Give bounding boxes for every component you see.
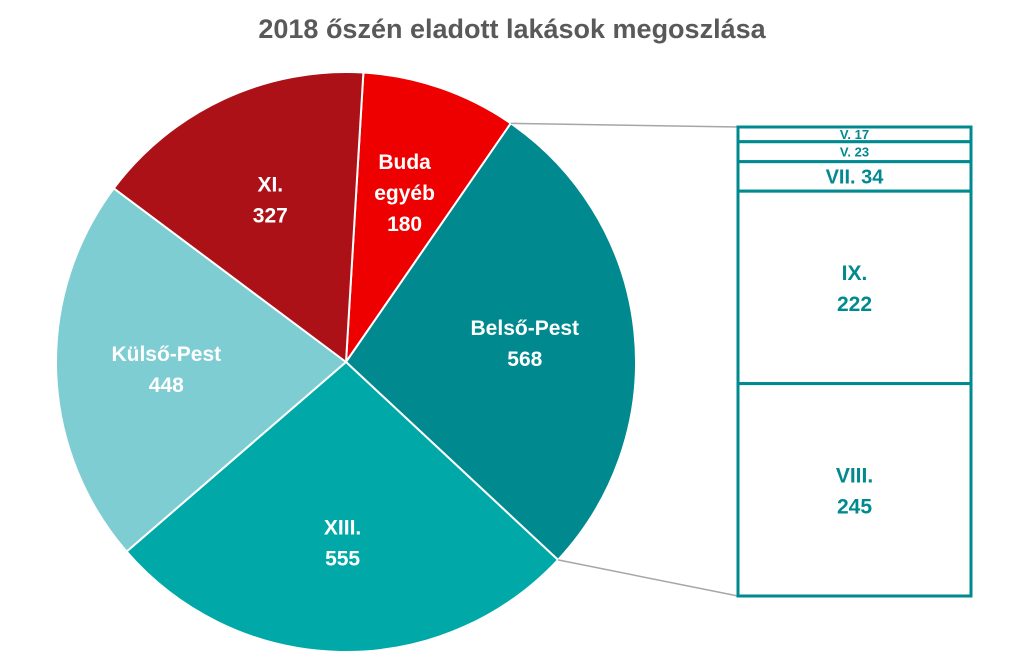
pie-label-text: Buda xyxy=(378,151,431,174)
pie-label-text: XIII. xyxy=(324,516,361,539)
bar-segment-viii-4 xyxy=(736,382,973,598)
bar-segment-vii-2 xyxy=(736,160,973,193)
bar-label-value: 245 xyxy=(837,495,872,518)
pie-label-value: 555 xyxy=(325,547,360,570)
bar-label-text: IX. xyxy=(842,262,868,285)
pie-slice-xiii xyxy=(125,360,560,653)
bar-group: V. 17 V. 23 VII. 34 IX. 222 VIII. 245 xyxy=(736,125,973,598)
pie-slice-kulso-pest xyxy=(55,186,348,554)
pie-slice-buda-egyeb xyxy=(344,71,513,366)
bar-label-v-0: V. 17 xyxy=(840,127,869,142)
pie-label-text: egyéb xyxy=(374,182,435,205)
pie-label-value: 327 xyxy=(253,204,288,227)
pie-label-text: Külső-Pest xyxy=(111,343,221,366)
connector-line-top xyxy=(510,122,739,128)
bar-label-v-1: V. 23 xyxy=(840,144,869,159)
bar-label-value: 222 xyxy=(837,293,872,316)
pie-label-group: Buda egyéb 180 Belső-Pest 568 XIII. 555 Külső-P… xyxy=(111,151,579,570)
bar-label-text: VIII. xyxy=(836,464,873,487)
pie-label-text: Belső-Pest xyxy=(471,317,580,340)
pie-label-buda-egyeb: Buda egyéb 180 xyxy=(374,151,435,236)
pie-slice-xi xyxy=(112,71,365,364)
connector-line-bottom xyxy=(557,559,739,597)
pie-slice-belso-pest xyxy=(344,121,637,562)
pie-label-value: 180 xyxy=(387,213,422,236)
pie-label-value: 448 xyxy=(149,374,184,397)
bar-label-ix-3: IX. 222 xyxy=(837,262,872,316)
pie-label-xi: XI. 327 xyxy=(253,173,288,227)
pie-label-belso-pest: Belső-Pest 568 xyxy=(471,317,580,371)
pie-label-xiii: XIII. 555 xyxy=(324,516,361,570)
chart-title: 2018 őszén eladott lakások megoszlása xyxy=(258,14,766,44)
pie-label-value: 568 xyxy=(507,348,542,371)
bar-label-viii-4: VIII. 245 xyxy=(836,464,873,518)
pie-group xyxy=(55,71,637,653)
pie-label-kulso-pest: Külső-Pest 448 xyxy=(111,343,221,397)
bar-segment-ix-3 xyxy=(736,189,973,386)
bar-label-vii-2: VII. 34 xyxy=(826,167,885,189)
pie-label-text: XI. xyxy=(257,173,283,196)
